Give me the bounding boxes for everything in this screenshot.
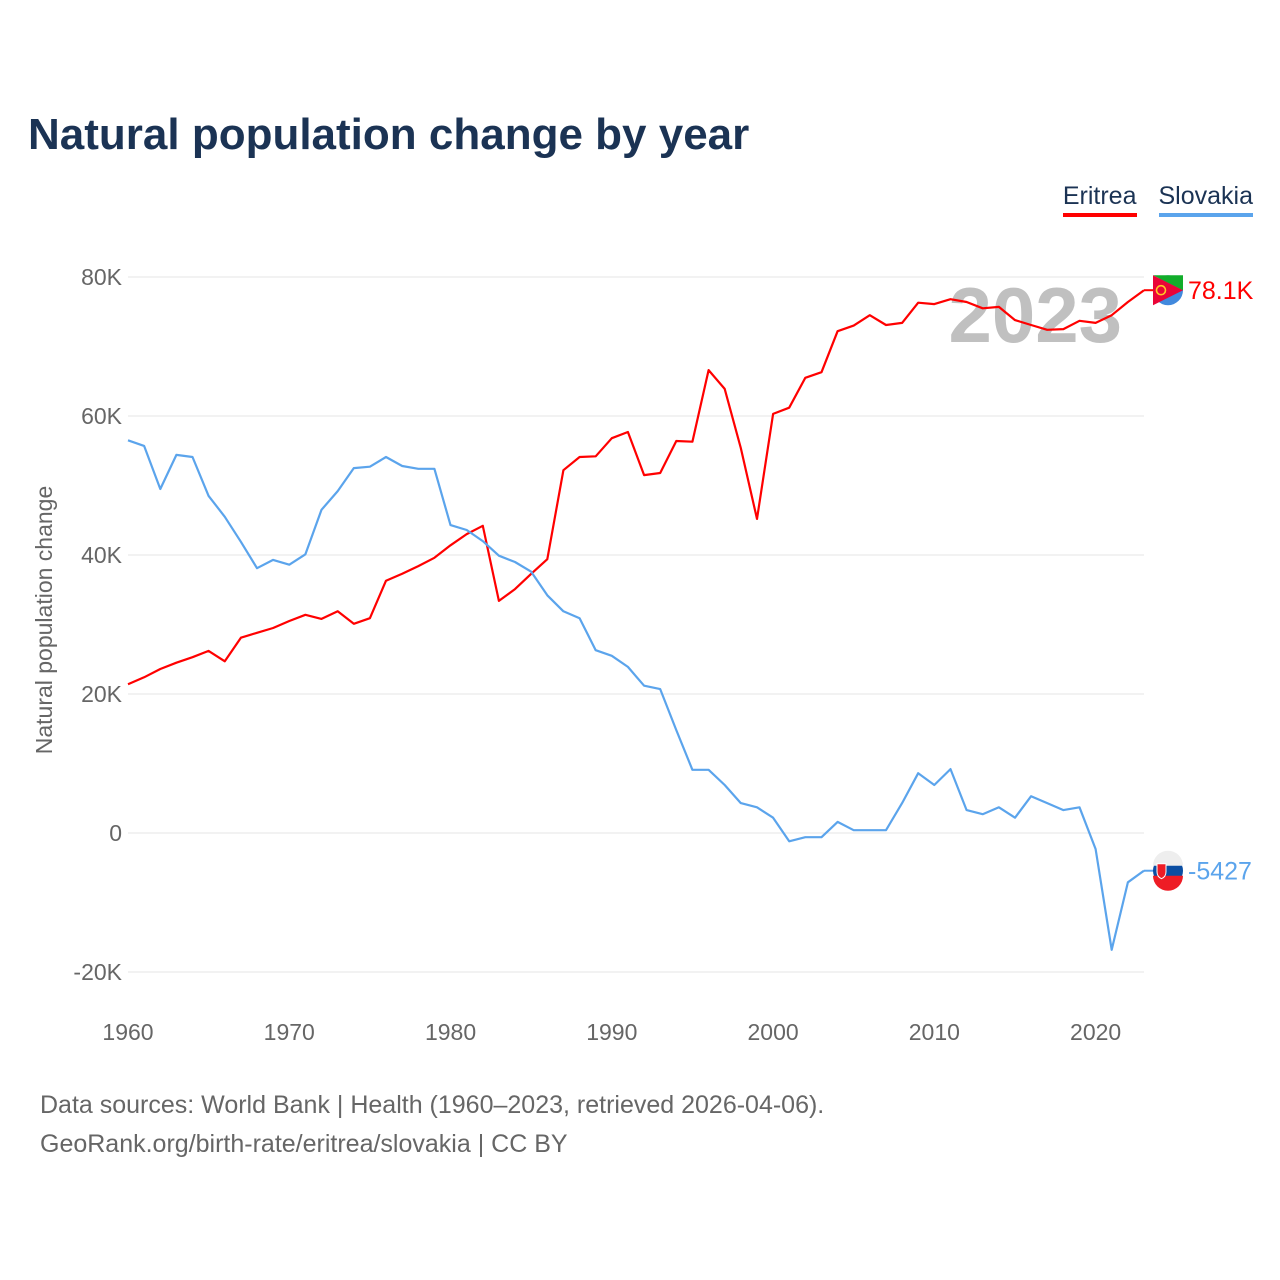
- y-tick-label: 0: [109, 820, 122, 846]
- x-tick-label: 1990: [586, 1019, 637, 1045]
- y-tick-label: 60K: [81, 403, 123, 429]
- x-tick-label: 2000: [747, 1019, 798, 1045]
- source-note: Data sources: World Bank | Health (1960–…: [40, 1086, 824, 1164]
- eritrea-flag-icon: [1153, 275, 1183, 306]
- y-tick-label: -20K: [73, 959, 122, 985]
- series-line-slovakia: [127, 439, 1145, 951]
- legend-eritrea[interactable]: Eritrea: [1062, 182, 1137, 217]
- y-tick-label: 40K: [81, 542, 123, 568]
- x-tick-label: 1970: [264, 1019, 315, 1045]
- flag-red: [1153, 275, 1183, 306]
- x-tick-label: 1960: [102, 1019, 153, 1045]
- legend-slovakia[interactable]: Slovakia: [1158, 182, 1253, 217]
- y-tick-label: 20K: [81, 681, 123, 707]
- y-tick-label: 80K: [81, 264, 123, 290]
- source-line: Data sources: World Bank | Health (1960–…: [40, 1091, 825, 1119]
- source-link[interactable]: GeoRank.org/birth-rate/eritrea/slovakia …: [40, 1130, 568, 1158]
- year-watermark: 2023: [948, 271, 1122, 359]
- chart-title: Natural population change by year: [28, 110, 750, 159]
- flag-red: [1153, 875, 1183, 891]
- y-axis-label: Natural population change: [31, 486, 57, 755]
- flag-shield: [1156, 863, 1167, 880]
- x-tick-label: 2020: [1070, 1019, 1121, 1045]
- flag-white: [1153, 850, 1183, 866]
- end-value-label: -5427: [1188, 858, 1252, 886]
- series-line-eritrea: [127, 289, 1145, 686]
- flag-emblem: [1155, 284, 1167, 296]
- legend: Eritrea Slovakia: [1062, 182, 1253, 217]
- slovakia-flag-icon: [1153, 850, 1183, 891]
- x-tick-label: 2010: [909, 1019, 960, 1045]
- x-tick-label: 1980: [425, 1019, 476, 1045]
- end-value-label: 78.1K: [1188, 277, 1254, 305]
